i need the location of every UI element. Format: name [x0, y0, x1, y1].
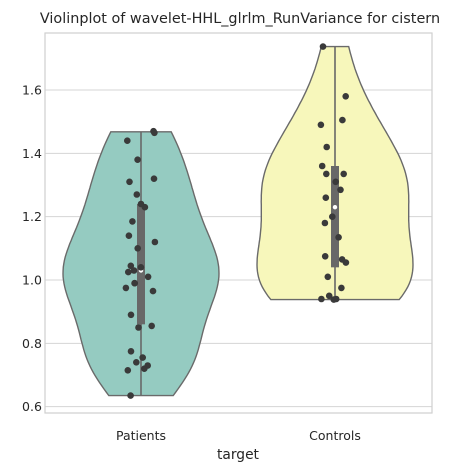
data-point: [151, 129, 158, 137]
data-point: [127, 311, 135, 319]
data-point: [150, 175, 158, 182]
data-points: [122, 43, 350, 399]
y-tick-label: 0.6: [22, 399, 42, 414]
y-tick-label: 1.4: [22, 146, 42, 161]
data-point: [325, 292, 333, 300]
data-point: [329, 213, 336, 220]
y-axis-ticks: 0.6 0.8 1.0 1.2 1.4 1.6: [22, 83, 42, 415]
data-point: [122, 284, 130, 292]
data-point: [337, 186, 344, 194]
data-point: [149, 287, 157, 295]
x-axis-label: target: [217, 447, 260, 463]
data-point: [124, 367, 132, 374]
data-point: [317, 121, 325, 129]
data-point: [340, 170, 348, 178]
data-point: [127, 392, 134, 399]
data-point: [134, 156, 141, 163]
data-point: [130, 267, 138, 274]
data-point: [322, 194, 330, 201]
data-point: [323, 170, 330, 178]
data-point: [124, 137, 131, 144]
data-point: [131, 279, 138, 287]
chart-title: Violinplot of wavelet-HHL_glrlm_RunVaria…: [40, 11, 440, 27]
data-point: [318, 162, 326, 170]
median-marker: [332, 204, 338, 210]
data-point: [144, 273, 152, 281]
y-tick-label: 0.8: [22, 336, 42, 351]
data-point: [125, 232, 133, 239]
data-point: [137, 264, 145, 271]
data-point: [135, 324, 142, 331]
data-point: [127, 262, 135, 270]
data-point: [321, 252, 329, 260]
data-point: [342, 259, 350, 266]
data-point: [330, 296, 338, 303]
x-tick-label: Controls: [309, 428, 361, 443]
x-axis-ticks: Patients Controls: [116, 428, 361, 443]
x-tick-label: Patients: [116, 428, 166, 443]
data-point: [127, 348, 135, 355]
data-point: [332, 178, 340, 186]
data-point: [335, 234, 342, 241]
data-point: [148, 322, 155, 330]
data-point: [133, 359, 140, 366]
data-point: [319, 43, 327, 50]
data-point: [324, 273, 332, 281]
data-point: [151, 238, 159, 246]
data-point: [129, 218, 136, 225]
data-point: [126, 178, 133, 186]
data-point: [141, 203, 149, 211]
data-point: [134, 245, 141, 252]
y-tick-label: 1.2: [22, 209, 42, 224]
data-point: [338, 284, 345, 292]
plot-frame: [44, 32, 433, 414]
data-point: [321, 219, 329, 227]
data-point: [141, 365, 148, 373]
data-point: [139, 354, 146, 361]
y-tick-label: 1.6: [22, 83, 42, 98]
data-point: [125, 268, 132, 276]
data-point: [323, 143, 331, 151]
y-tick-label: 1.0: [22, 273, 42, 288]
data-point: [339, 116, 346, 124]
data-point: [318, 295, 325, 303]
data-point: [342, 93, 350, 100]
data-point: [133, 191, 141, 198]
